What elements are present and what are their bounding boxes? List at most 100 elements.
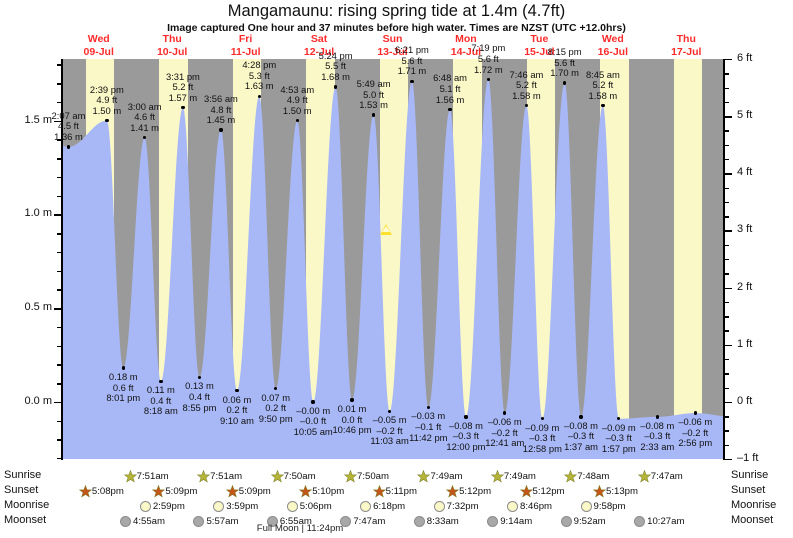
day-weekday: Tue (530, 33, 549, 45)
row-label-moonrise-left: Moonrise (4, 499, 50, 511)
moonrise-circle-icon (360, 500, 373, 513)
sunset-star-icon (519, 485, 533, 498)
low-tide-label: –0.09 m –0.3 ft 1:57 pm (601, 421, 636, 454)
axis-tick (724, 259, 729, 261)
low-tide-label: –0.06 m –0.2 ft 2:56 pm (678, 416, 713, 449)
axis-tick (724, 59, 732, 61)
moon-disc (433, 501, 445, 512)
high-tide-point (219, 128, 223, 132)
moon-disc (139, 501, 151, 512)
moonset-circle-icon (487, 515, 500, 528)
sunrise-time: 7:50am (357, 471, 389, 482)
moonrise-time: 5:06pm (299, 501, 332, 512)
axis-tick-label: 0 ft (737, 394, 753, 407)
low-tide-point (464, 415, 468, 419)
moonset-circle-icon (266, 515, 280, 528)
moon-disc (340, 516, 352, 527)
day-date: 15-Jul (524, 46, 555, 58)
moonset-time: 9:14am (500, 516, 533, 527)
sunset-star-icon (299, 485, 313, 498)
row-label-sunrise-right: Sunrise (731, 469, 769, 481)
low-tide-point (693, 411, 697, 415)
moonrise-time: 8:46pm (520, 501, 553, 512)
high-tide-label: 8:15 pm 5.6 ft 1.70 m (547, 46, 582, 79)
day-header: Sun 13-Jul (353, 33, 433, 59)
high-tide-label: 2:07 am 4.5 ft 1.36 m (51, 109, 86, 143)
sunset-time: 5:10pm (312, 486, 345, 497)
sunset-star-icon (372, 485, 386, 498)
moon-disc (193, 516, 205, 527)
axis-tick (57, 326, 62, 329)
capture-time-marker-icon (379, 223, 392, 235)
moonset-time: 7:47am (353, 516, 386, 527)
high-tide-label: 6:21 pm 5.6 ft 1.71 m (394, 44, 429, 77)
day-header: Wed 16-Jul (573, 33, 653, 59)
high-tide-point (142, 135, 147, 140)
high-tide-point (371, 113, 376, 117)
sunrise-star-icon (197, 470, 211, 483)
moon-disc (580, 501, 592, 512)
moonrise-time: 9:58pm (593, 501, 626, 512)
high-tide-point (486, 77, 491, 82)
axis-tick (724, 273, 729, 275)
day-date: 17-Jul (671, 46, 702, 58)
sunset-star-icon (446, 485, 460, 498)
axis-tick (57, 233, 62, 235)
axis-tick (54, 308, 62, 310)
y-axis-left (61, 59, 63, 460)
high-tide-point (257, 94, 261, 98)
moonrise-circle-icon (139, 500, 153, 513)
axis-tick (724, 444, 729, 447)
axis-tick (724, 330, 729, 332)
axis-tick (54, 401, 62, 404)
axis-tick-label: 3 ft (737, 223, 753, 236)
axis-tick (724, 401, 732, 404)
moonset-time: 8:33am (426, 516, 459, 527)
high-tide-label: 3:00 am 4.6 ft 1.41 m (127, 100, 162, 133)
sunset-time: 5:09pm (238, 486, 271, 497)
sunrise-star-icon (417, 470, 431, 483)
axis-tick (724, 373, 729, 375)
sunset-time: 5:08pm (91, 486, 124, 497)
day-weekday: Wed (87, 33, 110, 45)
high-tide-label: 5:49 am 5.0 ft 1.53 m (356, 78, 391, 111)
sunrise-star-icon (123, 470, 137, 483)
moon-disc (634, 516, 646, 527)
night-band (702, 59, 723, 459)
axis-tick (724, 130, 729, 132)
high-tide-label: 6:48 am 5.1 ft 1.56 m (433, 72, 467, 105)
high-tide-point (410, 79, 414, 83)
low-tide-point (159, 379, 163, 383)
day-date: 16-Jul (597, 46, 628, 58)
moonset-time: 6:55am (279, 516, 312, 527)
day-date: 13-Jul (377, 46, 408, 58)
low-tide-label: –0.09 m –0.3 ft 12:58 pm (522, 421, 562, 454)
low-tide-label: 0.07 m 0.2 ft 9:50 pm (258, 391, 293, 424)
axis-tick (724, 344, 732, 347)
row-label-sunset-left: Sunset (4, 484, 39, 496)
moonset-time: 5:57am (206, 516, 239, 527)
axis-tick (724, 101, 729, 104)
day-weekday: Thu (676, 33, 696, 45)
high-tide-point (524, 103, 529, 108)
moonset-circle-icon (340, 515, 353, 528)
axis-tick (724, 116, 732, 118)
axis-tick-label: 6 ft (737, 52, 753, 64)
low-tide-label: –0.06 m –0.2 ft 12:41 am (485, 416, 525, 449)
tide-chart-plot (62, 59, 723, 459)
sunrise-time: 7:50am (283, 471, 316, 482)
axis-tick (724, 73, 729, 75)
low-tide-point (121, 366, 125, 370)
low-tide-label: –0.08 m –0.3 ft 1:37 am (564, 419, 598, 453)
high-tide-point (601, 103, 605, 108)
high-tide-label: 3:31 pm 5.2 ft 1.57 m (165, 70, 200, 103)
axis-tick (724, 173, 732, 175)
high-tide-label: 4:53 am 4.9 ft 1.50 m (280, 83, 315, 116)
axis-tick (724, 301, 729, 304)
sunrise-time: 7:49am (503, 471, 536, 482)
axis-tick (57, 289, 62, 291)
day-header: Thu 17-Jul (646, 33, 726, 59)
capture-time-marker-inner (381, 226, 390, 233)
axis-tick-label: 0.0 m (24, 394, 52, 407)
low-tide-label: 0.11 m 0.4 ft 8:18 am (143, 384, 178, 417)
